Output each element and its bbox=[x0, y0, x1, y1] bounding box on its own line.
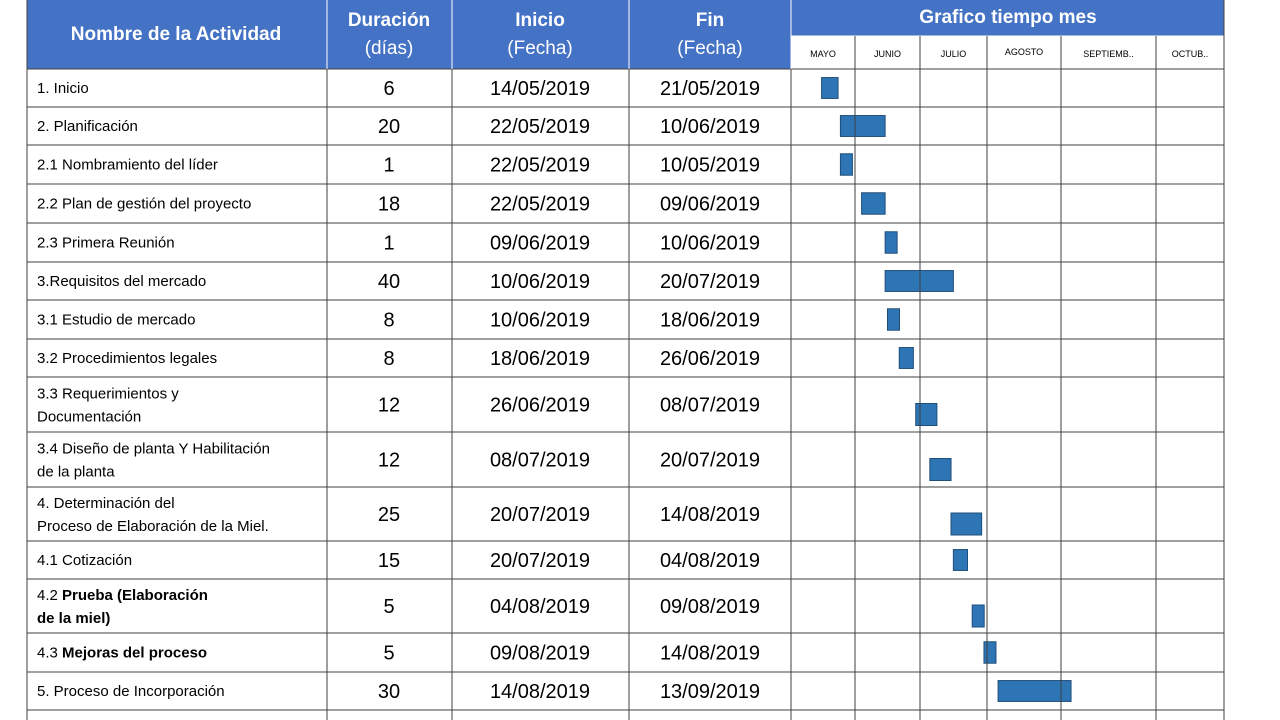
row-name: 3.2 Procedimientos legales bbox=[37, 350, 217, 367]
row-duration: 1 bbox=[383, 155, 394, 177]
gantt-bar bbox=[898, 347, 914, 369]
row-start: 22/05/2019 bbox=[490, 116, 590, 138]
row-end: 08/07/2019 bbox=[660, 395, 760, 417]
row-duration: 40 bbox=[378, 271, 400, 293]
row-name: 2.1 Nombramiento del líder bbox=[37, 157, 218, 174]
row-start: 14/05/2019 bbox=[490, 78, 590, 100]
gantt-bar bbox=[839, 153, 853, 176]
row-duration: 5 bbox=[383, 596, 394, 618]
month-label: JUNIO bbox=[874, 49, 901, 59]
row-start: 09/06/2019 bbox=[490, 233, 590, 255]
row-start: 10/06/2019 bbox=[490, 310, 590, 332]
row-end: 14/08/2019 bbox=[660, 504, 760, 526]
row-start: 10/06/2019 bbox=[490, 271, 590, 293]
row-end: 10/06/2019 bbox=[660, 233, 760, 255]
row-duration: 18 bbox=[378, 194, 400, 216]
row-name: de la miel) bbox=[37, 610, 110, 627]
row-name: 4.2 Prueba (Elaboración bbox=[37, 587, 208, 604]
gantt-bar bbox=[915, 403, 938, 426]
row-end: 10/06/2019 bbox=[660, 116, 760, 138]
month-label: JULIO bbox=[941, 49, 967, 59]
row-name: Proceso de Elaboración de la Miel. bbox=[37, 518, 269, 535]
header-start-1: Inicio bbox=[515, 10, 565, 31]
gantt-bar bbox=[952, 549, 968, 571]
row-name: 1. Inicio bbox=[37, 80, 89, 97]
gantt-bar bbox=[929, 458, 952, 481]
row-start: 22/05/2019 bbox=[490, 155, 590, 177]
row-duration: 6 bbox=[383, 78, 394, 100]
row-end: 09/06/2019 bbox=[660, 194, 760, 216]
row-name: 3.4 Diseño de planta Y Habilitación bbox=[37, 441, 270, 458]
row-name: 5. Proceso de Incorporación bbox=[37, 683, 225, 700]
row-end: 26/06/2019 bbox=[660, 348, 760, 370]
row-start: 09/08/2019 bbox=[490, 643, 590, 665]
month-label: OCTUB.. bbox=[1172, 49, 1209, 59]
row-start: 08/07/2019 bbox=[490, 450, 590, 472]
header-end-2: (Fecha) bbox=[677, 38, 742, 59]
header-start-2: (Fecha) bbox=[507, 38, 572, 59]
header-bg-table bbox=[27, 0, 791, 69]
gantt-bar bbox=[950, 512, 983, 536]
row-duration: 30 bbox=[378, 681, 400, 703]
header-bg-chart bbox=[791, 0, 1224, 36]
row-duration: 1 bbox=[383, 233, 394, 255]
row-end: 20/07/2019 bbox=[660, 450, 760, 472]
row-start: 18/06/2019 bbox=[490, 348, 590, 370]
gantt-bar bbox=[886, 308, 900, 331]
row-duration: 8 bbox=[383, 310, 394, 332]
row-name: 2.3 Primera Reunión bbox=[37, 235, 175, 252]
row-duration: 12 bbox=[378, 450, 400, 472]
row-start: 20/07/2019 bbox=[490, 504, 590, 526]
month-label: MAYO bbox=[810, 49, 836, 59]
row-duration: 12 bbox=[378, 395, 400, 417]
row-name: 4.1 Cotización bbox=[37, 552, 132, 569]
row-name: Documentación bbox=[37, 409, 141, 426]
row-name: 2. Planificación bbox=[37, 118, 138, 135]
gantt-bar bbox=[997, 680, 1072, 702]
row-start: 22/05/2019 bbox=[490, 194, 590, 216]
row-name: 3.Requisitos del mercado bbox=[37, 273, 206, 290]
header-chart-title: Grafico tiempo mes bbox=[919, 7, 1096, 28]
row-end: 18/06/2019 bbox=[660, 310, 760, 332]
row-name: 4. Determinación del bbox=[37, 495, 175, 512]
row-start: 04/08/2019 bbox=[490, 596, 590, 618]
row-name: 3.1 Estudio de mercado bbox=[37, 312, 195, 329]
month-label: SEPTIEMB.. bbox=[1083, 49, 1134, 59]
row-end: 14/08/2019 bbox=[660, 643, 760, 665]
row-name: 4.3 Mejoras del proceso bbox=[37, 645, 207, 662]
row-end: 20/07/2019 bbox=[660, 271, 760, 293]
row-end: 10/05/2019 bbox=[660, 155, 760, 177]
header-duration-2: (días) bbox=[365, 38, 414, 59]
row-end: 04/08/2019 bbox=[660, 550, 760, 572]
row-duration: 8 bbox=[383, 348, 394, 370]
header-end-1: Fin bbox=[696, 10, 725, 31]
header-duration-1: Duración bbox=[348, 10, 430, 31]
row-end: 13/09/2019 bbox=[660, 681, 760, 703]
gantt-bar bbox=[839, 115, 886, 137]
row-duration: 20 bbox=[378, 116, 400, 138]
row-name: 2.2 Plan de gestión del proyecto bbox=[37, 196, 251, 213]
row-start: 26/06/2019 bbox=[490, 395, 590, 417]
gantt-bar bbox=[983, 641, 997, 664]
gantt-bar bbox=[884, 270, 954, 292]
row-duration: 25 bbox=[378, 504, 400, 526]
month-label: AGOSTO bbox=[1005, 47, 1043, 57]
row-start: 20/07/2019 bbox=[490, 550, 590, 572]
row-end: 21/05/2019 bbox=[660, 78, 760, 100]
row-start: 14/08/2019 bbox=[490, 681, 590, 703]
header-name: Nombre de la Actividad bbox=[71, 24, 281, 45]
row-duration: 5 bbox=[383, 643, 394, 665]
row-name: 3.3 Requerimientos y bbox=[37, 386, 179, 403]
row-end: 09/08/2019 bbox=[660, 596, 760, 618]
row-duration: 15 bbox=[378, 550, 400, 572]
row-name: de la planta bbox=[37, 464, 115, 481]
gantt-bar bbox=[861, 192, 886, 215]
gantt-bar bbox=[884, 231, 898, 254]
header-bg-months bbox=[791, 36, 1224, 69]
gantt-bar bbox=[821, 77, 839, 99]
gantt-bar bbox=[971, 604, 985, 628]
